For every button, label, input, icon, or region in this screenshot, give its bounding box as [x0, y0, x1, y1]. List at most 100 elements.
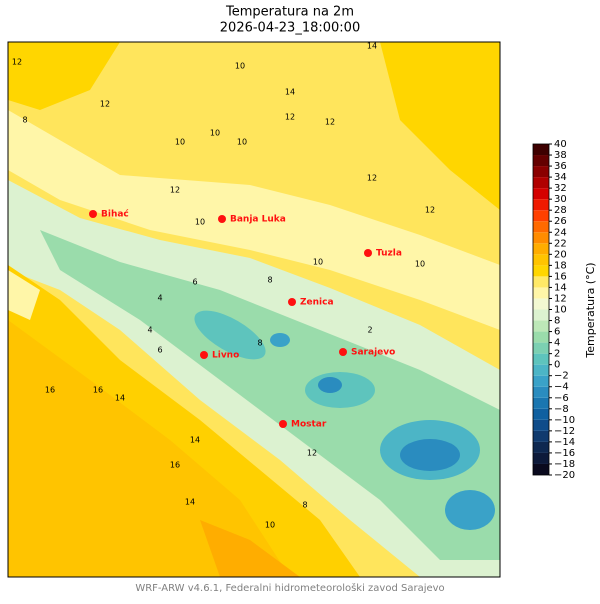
contour-label: 10 — [175, 138, 185, 147]
colorbar-tick-label: 40 — [554, 139, 567, 150]
colorbar-band — [533, 276, 549, 288]
colorbar-band — [533, 430, 549, 442]
colorbar-band — [533, 265, 549, 277]
colorbar-band — [533, 331, 549, 343]
colorbar-tick-label: 16 — [554, 271, 567, 282]
contour-label: 4 — [147, 326, 152, 335]
city-marker — [200, 351, 208, 359]
colorbar-tick-label: 34 — [554, 172, 567, 183]
colorbar-tick-label: 30 — [554, 194, 567, 205]
colorbar-band — [533, 155, 549, 167]
colorbar-tick-label: 4 — [554, 338, 560, 349]
colorbar-tick-label: 22 — [554, 238, 567, 249]
colorbar-tick-label: 38 — [554, 150, 567, 161]
colorbar-tick-label: −10 — [554, 415, 575, 426]
colorbar-band — [533, 199, 549, 211]
city-label: Mostar — [291, 420, 327, 430]
colorbar-tick-label: 12 — [554, 293, 567, 304]
colorbar-tick-label: 26 — [554, 216, 567, 227]
contour-label: 10 — [235, 62, 245, 71]
colorbar-tick-label: 2 — [554, 349, 560, 360]
subtitle: 2026-04-23_18:00:00 — [220, 21, 360, 36]
contour-label: 6 — [157, 346, 162, 355]
colorbar-tick-label: 10 — [554, 305, 567, 316]
contour-label: 14 — [367, 42, 377, 51]
contour-label: 8 — [257, 339, 262, 348]
colorbar-tick-label: 0 — [554, 360, 560, 371]
contour-label: 12 — [425, 206, 435, 215]
city-marker — [288, 298, 296, 306]
contour-label: 6 — [192, 278, 197, 287]
colorbar-tick-label: 20 — [554, 249, 567, 260]
colorbar-band — [533, 287, 549, 299]
colorbar-band — [533, 309, 549, 321]
colorbar-band — [533, 375, 549, 387]
contour-label: 8 — [302, 501, 307, 510]
contour-label: 12 — [307, 449, 317, 458]
colorbar-band — [533, 463, 549, 475]
colorbar-band — [533, 419, 549, 431]
city-marker — [279, 420, 287, 428]
colorbar-band — [533, 408, 549, 420]
colorbar-band — [533, 342, 549, 354]
temperature-field — [8, 42, 500, 577]
colorbar-tick-label: −14 — [554, 437, 575, 448]
colorbar-band — [533, 210, 549, 222]
colorbar-tick-label: −6 — [554, 393, 569, 404]
city-label: Zenica — [300, 298, 334, 308]
colorbar-tick-label: −16 — [554, 448, 575, 459]
city-marker — [339, 348, 347, 356]
colorbar-band — [533, 452, 549, 464]
colorbar-band — [533, 298, 549, 310]
contour-label: 16 — [93, 386, 103, 395]
colorbar-tick-label: −2 — [554, 371, 569, 382]
contour-label: 8 — [22, 116, 27, 125]
footer: WRF-ARW v4.6.1, Federalni hidrometeorolo… — [135, 582, 444, 594]
contour-label: 12 — [325, 118, 335, 127]
title: Temperatura na 2m — [225, 5, 354, 20]
colorbar-band — [533, 177, 549, 189]
city-label: Sarajevo — [351, 348, 395, 358]
colorbar-band — [533, 397, 549, 409]
colorbar-tick-label: −12 — [554, 426, 575, 437]
contour-label: 10 — [210, 129, 220, 138]
colorbar-band — [533, 166, 549, 178]
colorbar-label: Temperatura (°C) — [584, 262, 597, 358]
colorbar-band — [533, 144, 549, 156]
colorbar-band — [533, 232, 549, 244]
colorbar-band — [533, 386, 549, 398]
contour-label: 14 — [190, 436, 200, 445]
contour-label: 10 — [415, 260, 425, 269]
colorbar-band — [533, 441, 549, 453]
colorbar-tick-label: −18 — [554, 459, 575, 470]
colorbar-band — [533, 254, 549, 266]
colorbar-tick-label: 28 — [554, 205, 567, 216]
colorbar-tick-label: 32 — [554, 183, 567, 194]
colorbar-tick-label: 24 — [554, 227, 567, 238]
colorbar-tick-label: −4 — [554, 382, 569, 393]
contour-label: 14 — [185, 498, 195, 507]
city-marker — [364, 249, 372, 257]
colorbar-tick-label: −8 — [554, 404, 569, 415]
colorbar-band — [533, 364, 549, 376]
map-frame — [7, 41, 501, 578]
colorbar-band — [533, 353, 549, 365]
contour-label: 8 — [267, 276, 272, 285]
contour-label: 2 — [367, 326, 372, 335]
city-marker — [218, 215, 226, 223]
contour-label: 12 — [100, 100, 110, 109]
contour-label: 12 — [285, 113, 295, 122]
contour-label: 12 — [170, 186, 180, 195]
city-marker — [89, 210, 97, 218]
colorbar-band — [533, 243, 549, 255]
contour-label: 16 — [45, 386, 55, 395]
contour-label: 10 — [265, 521, 275, 530]
colorbar-band — [533, 320, 549, 332]
city-label: Livno — [212, 351, 239, 361]
colorbar-tick-label: 36 — [554, 161, 567, 172]
colorbar-tick-label: 18 — [554, 260, 567, 271]
city-label: Tuzla — [376, 249, 402, 259]
colorbar-band — [533, 221, 549, 233]
colorbar-tick-label: 6 — [554, 327, 560, 338]
